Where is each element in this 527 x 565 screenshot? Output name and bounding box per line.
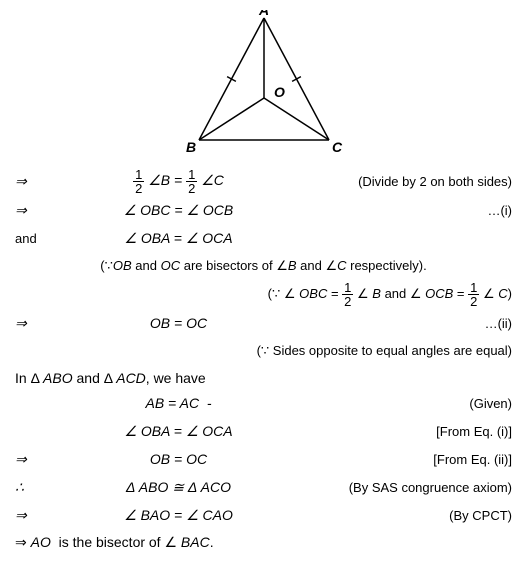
step-reason: (Given) — [312, 396, 512, 411]
step-expression: 12 ∠B = 12 ∠C — [45, 168, 312, 195]
implication-symbol: ∴ — [15, 479, 45, 496]
proof-step: ⇒OB = OC…(ii) — [15, 310, 512, 336]
proof-steps-block-2: AB = AC -(Given)∠ OBA = ∠ OCA[From Eq. (… — [15, 390, 512, 528]
step-reason: (By CPCT) — [312, 508, 512, 523]
svg-text:C: C — [331, 139, 342, 155]
step-expression: ∠ OBA = ∠ OCA — [45, 423, 312, 440]
step-expression: AB = AC - — [45, 395, 312, 411]
step-note: (∵OB and OC are bisectors of ∠B and ∠C r… — [15, 258, 512, 274]
step-expression: OB = OC — [45, 451, 312, 467]
step-note-right: (∵ Sides opposite to equal angles are eq… — [15, 343, 512, 359]
implication-symbol: ⇒ — [15, 451, 45, 468]
proof-step: and∠ OBA = ∠ OCA — [15, 225, 512, 251]
mid-text: In Δ ABO and Δ ACD, we have — [15, 370, 512, 386]
proof-step: ⇒∠ OBC = ∠ OCB…(i) — [15, 197, 512, 223]
step-note-right: (∵ ∠ OBC = 12 ∠ B and ∠ OCB = 12 ∠ C) — [15, 281, 512, 308]
step-reason: [From Eq. (ii)] — [312, 452, 512, 467]
step-expression: ∠ OBC = ∠ OCB — [45, 202, 312, 219]
proof-step: AB = AC -(Given) — [15, 390, 512, 416]
final-line: ⇒ AO is the bisector of ∠ BAC. — [15, 534, 512, 551]
svg-text:O: O — [274, 84, 285, 100]
proof-step: ⇒∠ BAO = ∠ CAO(By CPCT) — [15, 502, 512, 528]
proof-step: ∠ OBA = ∠ OCA[From Eq. (i)] — [15, 418, 512, 444]
proof-step: (∵ Sides opposite to equal angles are eq… — [15, 338, 512, 364]
proof-step: (∵OB and OC are bisectors of ∠B and ∠C r… — [15, 253, 512, 279]
implication-symbol: ⇒ — [15, 202, 45, 219]
step-expression: Δ ABO ≅ Δ ACO — [45, 479, 312, 496]
proof-step: ⇒OB = OC[From Eq. (ii)] — [15, 446, 512, 472]
proof-step: (∵ ∠ OBC = 12 ∠ B and ∠ OCB = 12 ∠ C) — [15, 281, 512, 308]
proof-step: ⇒12 ∠B = 12 ∠C(Divide by 2 on both sides… — [15, 168, 512, 195]
triangle-diagram: A B C O — [15, 10, 512, 160]
step-reason: [From Eq. (i)] — [312, 424, 512, 439]
step-reason: (By SAS congruence axiom) — [312, 480, 512, 495]
triangle-svg: A B C O — [174, 10, 354, 160]
implication-symbol: ⇒ — [15, 507, 45, 524]
step-reason: …(ii) — [312, 316, 512, 331]
implication-symbol: and — [15, 231, 45, 246]
implication-symbol: ⇒ — [15, 173, 45, 190]
svg-text:A: A — [257, 10, 268, 18]
step-expression: ∠ BAO = ∠ CAO — [45, 507, 312, 524]
proof-steps-block-1: ⇒12 ∠B = 12 ∠C(Divide by 2 on both sides… — [15, 168, 512, 364]
proof-step: ∴Δ ABO ≅ Δ ACO(By SAS congruence axiom) — [15, 474, 512, 500]
step-expression: OB = OC — [45, 315, 312, 331]
svg-text:B: B — [185, 139, 195, 155]
implication-symbol: ⇒ — [15, 315, 45, 332]
step-reason: (Divide by 2 on both sides) — [312, 174, 512, 189]
step-reason: …(i) — [312, 203, 512, 218]
step-expression: ∠ OBA = ∠ OCA — [45, 230, 312, 247]
